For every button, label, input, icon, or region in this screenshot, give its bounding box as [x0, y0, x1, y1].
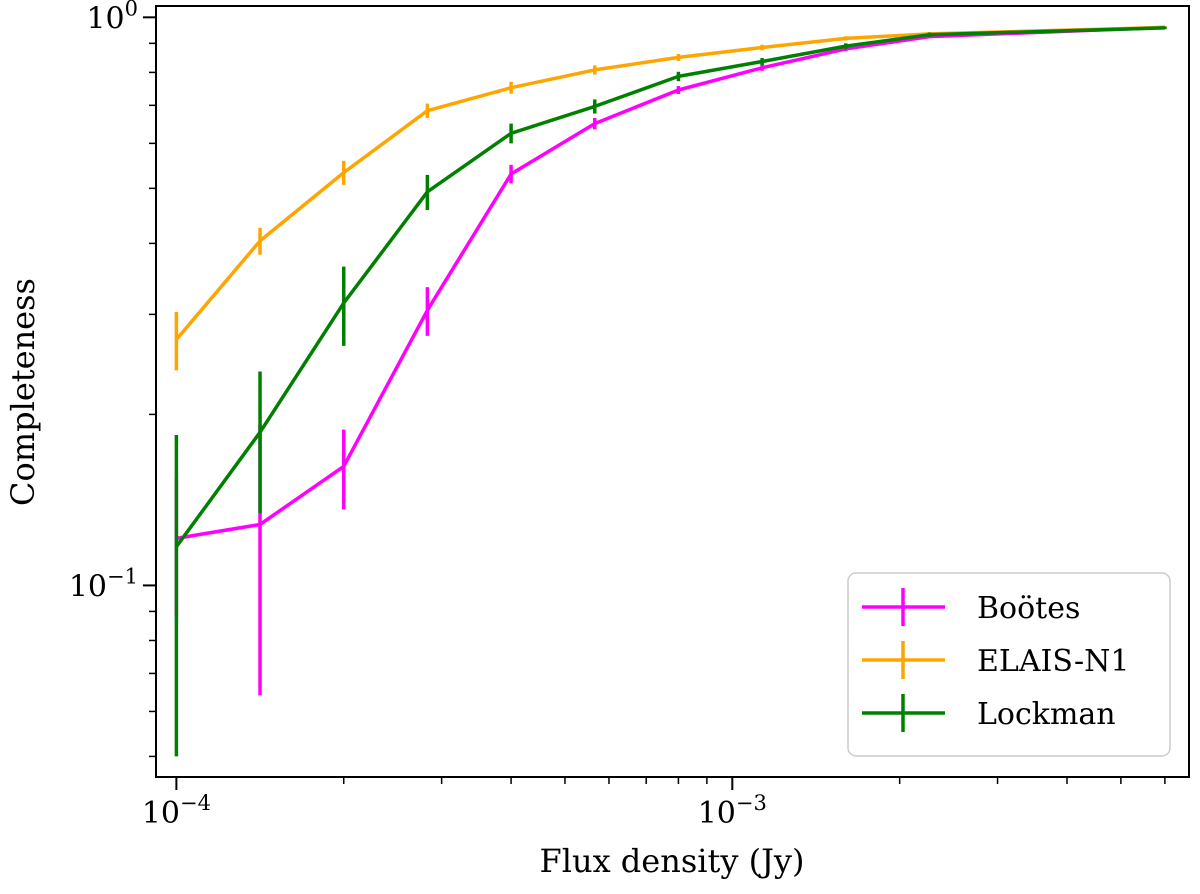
legend-entry-lockman: Lockman [862, 694, 1116, 732]
y-tick-label: 10−1 [69, 564, 138, 604]
legend: Boötes ELAIS-N1 Lockman [847, 572, 1171, 757]
legend-entry-elais-n1: ELAIS-N1 [862, 641, 1129, 679]
axes-frame [155, 5, 1190, 778]
legend-entry-bo-tes: Boötes [862, 588, 1080, 626]
legend-label-elais-n1: ELAIS-N1 [977, 644, 1129, 679]
series-lockman [174, 26, 1167, 757]
legend-label-lockman: Lockman [977, 697, 1116, 732]
series-elais-n1 [174, 25, 1167, 371]
series-line-bo-tes [176, 25, 1165, 541]
legend-box [847, 572, 1171, 757]
x-axis-label: Flux density (Jy) [540, 842, 805, 880]
y-axis-label: Completeness [4, 278, 42, 506]
legend-label-bo-tes: Boötes [977, 591, 1080, 626]
y-tick-label: 100 [86, 0, 138, 36]
x-tick-label: 10−3 [698, 791, 767, 831]
series-line-lockman [174, 26, 1165, 548]
x-tick-label: 10−4 [142, 791, 211, 831]
plot-area [174, 25, 1167, 757]
series-line-elais-n1 [175, 25, 1165, 341]
